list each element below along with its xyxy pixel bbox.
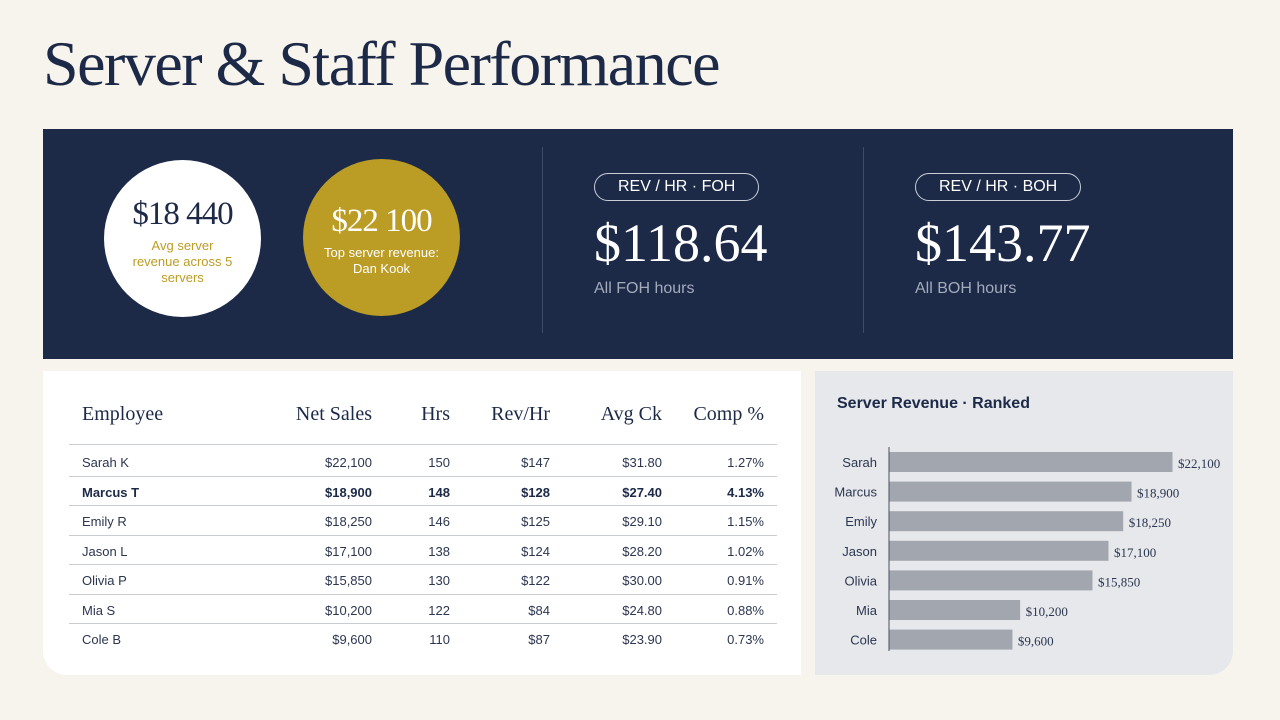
kpi-foh-caption: All FOH hours xyxy=(594,280,695,297)
cell-employee: Sarah K xyxy=(82,455,129,470)
cell-avg-ck: $24.80 xyxy=(622,602,662,618)
cell-employee: Cole B xyxy=(82,632,122,647)
cell-avg-ck: $23.90 xyxy=(622,632,662,647)
bar-jason xyxy=(889,540,1109,561)
cell-rev-hr: $84 xyxy=(528,602,550,618)
cell-comp: 4.13% xyxy=(727,484,764,500)
cell-avg-ck: $31.80 xyxy=(622,455,662,470)
cell-rev-hr: $87 xyxy=(528,632,550,647)
cell-avg-ck: $28.20 xyxy=(622,543,662,559)
col-header-employee: Employee xyxy=(82,403,164,425)
cell-hrs: 110 xyxy=(429,632,450,647)
top-server-revenue-label: Top server revenue: Dan Kook xyxy=(324,244,439,276)
cell-employee: Olivia P xyxy=(82,573,127,588)
cell-hrs: 150 xyxy=(428,455,450,470)
table-row: Marcus T $18,900 148 $128 $27.40 4.13% xyxy=(69,477,777,506)
avg-server-revenue-stat: $18 440 Avg server revenue across 5 serv… xyxy=(104,160,261,317)
cell-avg-ck: $30.00 xyxy=(622,573,662,588)
col-header-hrs: Hrs xyxy=(421,403,450,425)
cell-avg-ck: $27.40 xyxy=(622,484,662,500)
top-server-revenue-value: $22 100 xyxy=(331,202,432,239)
bar-marcus xyxy=(889,481,1132,502)
avg-server-revenue-label: Avg server revenue across 5 servers xyxy=(132,237,233,285)
data-label: $17,100 xyxy=(1114,545,1156,560)
cell-employee: Jason L xyxy=(82,543,128,559)
cell-net-sales: $17,100 xyxy=(325,543,372,559)
server-revenue-chart: Server Revenue · Ranked Sarah $22,100 Marc… xyxy=(815,371,1233,675)
table-row: Jason L $17,100 138 $124 $28.20 1.02% xyxy=(69,536,777,565)
cell-hrs: 146 xyxy=(428,514,450,529)
cell-hrs: 130 xyxy=(428,573,450,588)
cell-comp: 1.15% xyxy=(727,514,764,529)
cell-net-sales: $9,600 xyxy=(332,632,372,647)
data-label: $18,900 xyxy=(1137,486,1179,501)
cell-comp: 1.02% xyxy=(727,543,764,559)
bar-cole xyxy=(889,629,1013,650)
bar-chart: Sarah $22,100 Marcus $18,900 Emily $18,250 Jas… xyxy=(834,447,1220,651)
data-label: $18,250 xyxy=(1129,515,1171,530)
col-header-rev-hr: Rev/Hr xyxy=(491,403,550,425)
table-row: Emily R $18,250 146 $125 $29.10 1.15% xyxy=(69,506,777,536)
bar-emily xyxy=(889,511,1124,532)
divider xyxy=(542,147,543,333)
cell-hrs: 122 xyxy=(428,602,450,618)
avg-server-revenue-value: $18 440 xyxy=(132,195,233,232)
category-label: Sarah xyxy=(842,455,877,470)
category-label: Olivia xyxy=(844,573,877,588)
cell-employee: Mia S xyxy=(82,602,116,618)
category-label: Cole xyxy=(850,633,877,648)
cell-net-sales: $18,900 xyxy=(325,484,372,500)
table-row: Olivia P $15,850 130 $122 $30.00 0.91% xyxy=(69,565,777,595)
kpi-boh: REV / HR · BOH $143.77 All BOH hours xyxy=(915,173,1091,298)
kpi-boh-pill: REV / HR · BOH xyxy=(915,173,1082,201)
cell-hrs: 148 xyxy=(428,484,450,500)
kpi-band: $18 440 Avg server revenue across 5 serv… xyxy=(43,129,1233,359)
kpi-foh: REV / HR · FOH $118.64 All FOH hours xyxy=(594,173,768,298)
kpi-foh-pill: REV / HR · FOH xyxy=(594,173,760,201)
staff-table: Employee Net Sales Hrs Rev/Hr Avg Ck Com… xyxy=(43,371,801,675)
col-header-avg-ck: Avg Ck xyxy=(600,403,662,425)
bar-mia xyxy=(889,600,1021,620)
category-label: Jason xyxy=(842,544,877,559)
cell-net-sales: $22,100 xyxy=(325,455,372,470)
cell-employee: Marcus T xyxy=(82,484,140,500)
cell-net-sales: $10,200 xyxy=(325,602,372,618)
cell-rev-hr: $125 xyxy=(521,514,550,529)
data-label: $10,200 xyxy=(1026,604,1068,619)
kpi-boh-value: $143.77 xyxy=(915,213,1091,273)
data-label: $22,100 xyxy=(1178,456,1220,471)
kpi-boh-caption: All BOH hours xyxy=(915,280,1017,297)
col-header-net-sales: Net Sales xyxy=(295,403,372,425)
page-title: Server & Staff Performance xyxy=(43,28,721,99)
chart-title: Server Revenue · Ranked xyxy=(837,395,1030,412)
cell-rev-hr: $122 xyxy=(521,573,550,588)
table-row: Mia S $10,200 122 $84 $24.80 0.88% xyxy=(69,595,777,624)
cell-net-sales: $18,250 xyxy=(325,514,372,529)
cell-rev-hr: $128 xyxy=(521,484,550,500)
table-row: Cole B $9,600 110 $87 $23.90 0.73% xyxy=(69,624,777,654)
data-label: $9,600 xyxy=(1018,634,1054,649)
col-header-comp: Comp % xyxy=(693,403,764,425)
cell-comp: 0.88% xyxy=(727,602,764,618)
category-label: Mia xyxy=(856,603,878,618)
cell-avg-ck: $29.10 xyxy=(622,514,662,529)
cell-comp: 0.73% xyxy=(727,632,764,647)
kpi-foh-value: $118.64 xyxy=(594,213,768,273)
table-row: Sarah K $22,100 150 $147 $31.80 1.27% xyxy=(69,447,777,477)
bar-olivia xyxy=(889,570,1093,591)
divider xyxy=(863,147,864,333)
cell-net-sales: $15,850 xyxy=(325,573,372,588)
table-header: Employee Net Sales Hrs Rev/Hr Avg Ck Com… xyxy=(69,401,777,445)
cell-hrs: 138 xyxy=(428,543,450,559)
cell-comp: 1.27% xyxy=(727,455,764,470)
category-label: Emily xyxy=(845,514,877,529)
data-label: $15,850 xyxy=(1098,574,1140,589)
bar-sarah xyxy=(889,452,1173,472)
category-label: Marcus xyxy=(834,485,877,500)
cell-employee: Emily R xyxy=(82,514,127,529)
cell-comp: 0.91% xyxy=(727,573,764,588)
cell-rev-hr: $124 xyxy=(521,543,550,559)
top-server-revenue-stat: $22 100 Top server revenue: Dan Kook xyxy=(303,159,460,316)
cell-rev-hr: $147 xyxy=(521,455,550,470)
